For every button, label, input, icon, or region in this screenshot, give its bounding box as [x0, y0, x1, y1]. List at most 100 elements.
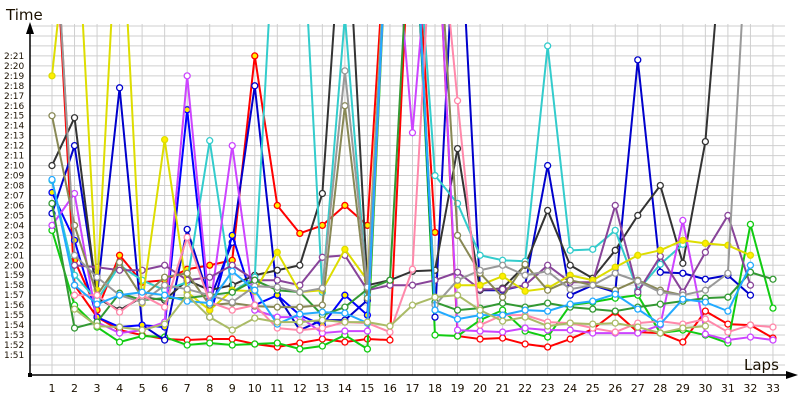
x-axis-title: Laps	[744, 356, 779, 374]
data-point	[701, 248, 710, 256]
data-point	[453, 276, 462, 284]
data-point	[724, 320, 732, 328]
data-point	[656, 260, 664, 268]
data-point	[476, 266, 484, 274]
data-point	[115, 266, 124, 274]
data-point	[476, 335, 484, 343]
data-point	[273, 283, 281, 291]
y-tick-label: 1:52	[4, 341, 24, 351]
data-point	[656, 300, 664, 308]
data-point	[115, 323, 124, 331]
data-point	[273, 248, 281, 256]
x-tick-label: 29	[676, 382, 690, 395]
data-point	[70, 261, 79, 269]
data-point	[679, 338, 687, 346]
data-point	[634, 305, 642, 313]
x-tick-label: 24	[563, 382, 577, 395]
data-point	[318, 301, 327, 309]
data-point	[656, 181, 664, 190]
data-point	[769, 323, 777, 331]
y-tick-label: 2:03	[4, 231, 24, 241]
data-point	[544, 261, 552, 269]
data-point	[70, 305, 79, 313]
series-line	[60, 24, 743, 307]
data-point	[273, 201, 281, 210]
y-tick-label: 2:07	[4, 191, 24, 201]
x-tick-label: 11	[270, 382, 284, 395]
data-point	[634, 329, 642, 337]
series-group	[48, 24, 777, 353]
data-point	[228, 341, 236, 349]
data-point	[183, 291, 191, 299]
data-point	[656, 268, 664, 276]
data-point	[386, 328, 394, 336]
data-point	[115, 84, 124, 92]
x-axis-arrow	[786, 371, 798, 379]
data-point	[273, 276, 281, 284]
data-point	[724, 328, 732, 336]
data-point	[521, 340, 529, 348]
data-point	[679, 324, 687, 332]
data-point	[228, 267, 236, 275]
data-point	[228, 261, 236, 269]
data-point	[183, 269, 191, 277]
series-6	[48, 24, 717, 314]
data-point	[115, 329, 124, 337]
data-point	[724, 307, 732, 315]
data-point	[746, 321, 755, 329]
data-point	[48, 72, 56, 80]
data-point	[544, 267, 552, 275]
data-point	[341, 245, 349, 253]
data-point	[183, 72, 191, 80]
data-point	[634, 277, 642, 285]
data-point	[318, 324, 327, 332]
y-tick-label: 2:14	[4, 122, 24, 132]
data-point	[679, 216, 687, 225]
data-point	[611, 246, 619, 254]
data-point	[318, 335, 327, 343]
data-point	[453, 231, 462, 240]
data-point	[363, 318, 372, 326]
data-point	[701, 330, 710, 338]
y-tick-label: 2:08	[4, 182, 24, 192]
data-point	[679, 236, 687, 244]
data-point	[138, 332, 146, 340]
y-tick-label: 1:57	[4, 291, 24, 301]
data-point	[611, 328, 619, 336]
data-point	[498, 293, 507, 301]
data-point	[160, 291, 169, 299]
series-line	[51, 24, 752, 326]
series-line	[457, 239, 751, 293]
data-point	[48, 161, 56, 170]
data-point	[318, 284, 327, 292]
data-point	[544, 343, 552, 351]
x-tick-label: 33	[766, 382, 780, 395]
series-15	[48, 24, 755, 328]
data-point	[453, 326, 462, 334]
data-point	[160, 336, 169, 344]
data-point	[498, 261, 507, 269]
y-tick-label: 2:11	[4, 152, 24, 162]
data-point	[589, 281, 597, 289]
series-line	[51, 24, 774, 351]
data-point	[521, 287, 529, 295]
data-point	[160, 320, 169, 328]
y-tick-label: 1:56	[4, 301, 24, 311]
data-point	[724, 293, 732, 301]
data-point	[296, 303, 304, 311]
data-point	[769, 275, 777, 283]
data-point	[544, 307, 552, 315]
data-point	[566, 326, 574, 334]
data-point	[521, 260, 529, 268]
data-point	[589, 245, 597, 253]
data-point	[544, 299, 552, 307]
x-tick-label: 8	[206, 382, 213, 395]
data-point	[70, 291, 79, 299]
data-point	[544, 161, 552, 170]
y-axis-title: Time	[5, 6, 43, 24]
data-point	[251, 314, 259, 322]
data-point	[160, 303, 169, 311]
y-axis-arrow	[26, 22, 34, 34]
x-tick-label: 16	[383, 382, 397, 395]
data-point	[611, 319, 619, 327]
